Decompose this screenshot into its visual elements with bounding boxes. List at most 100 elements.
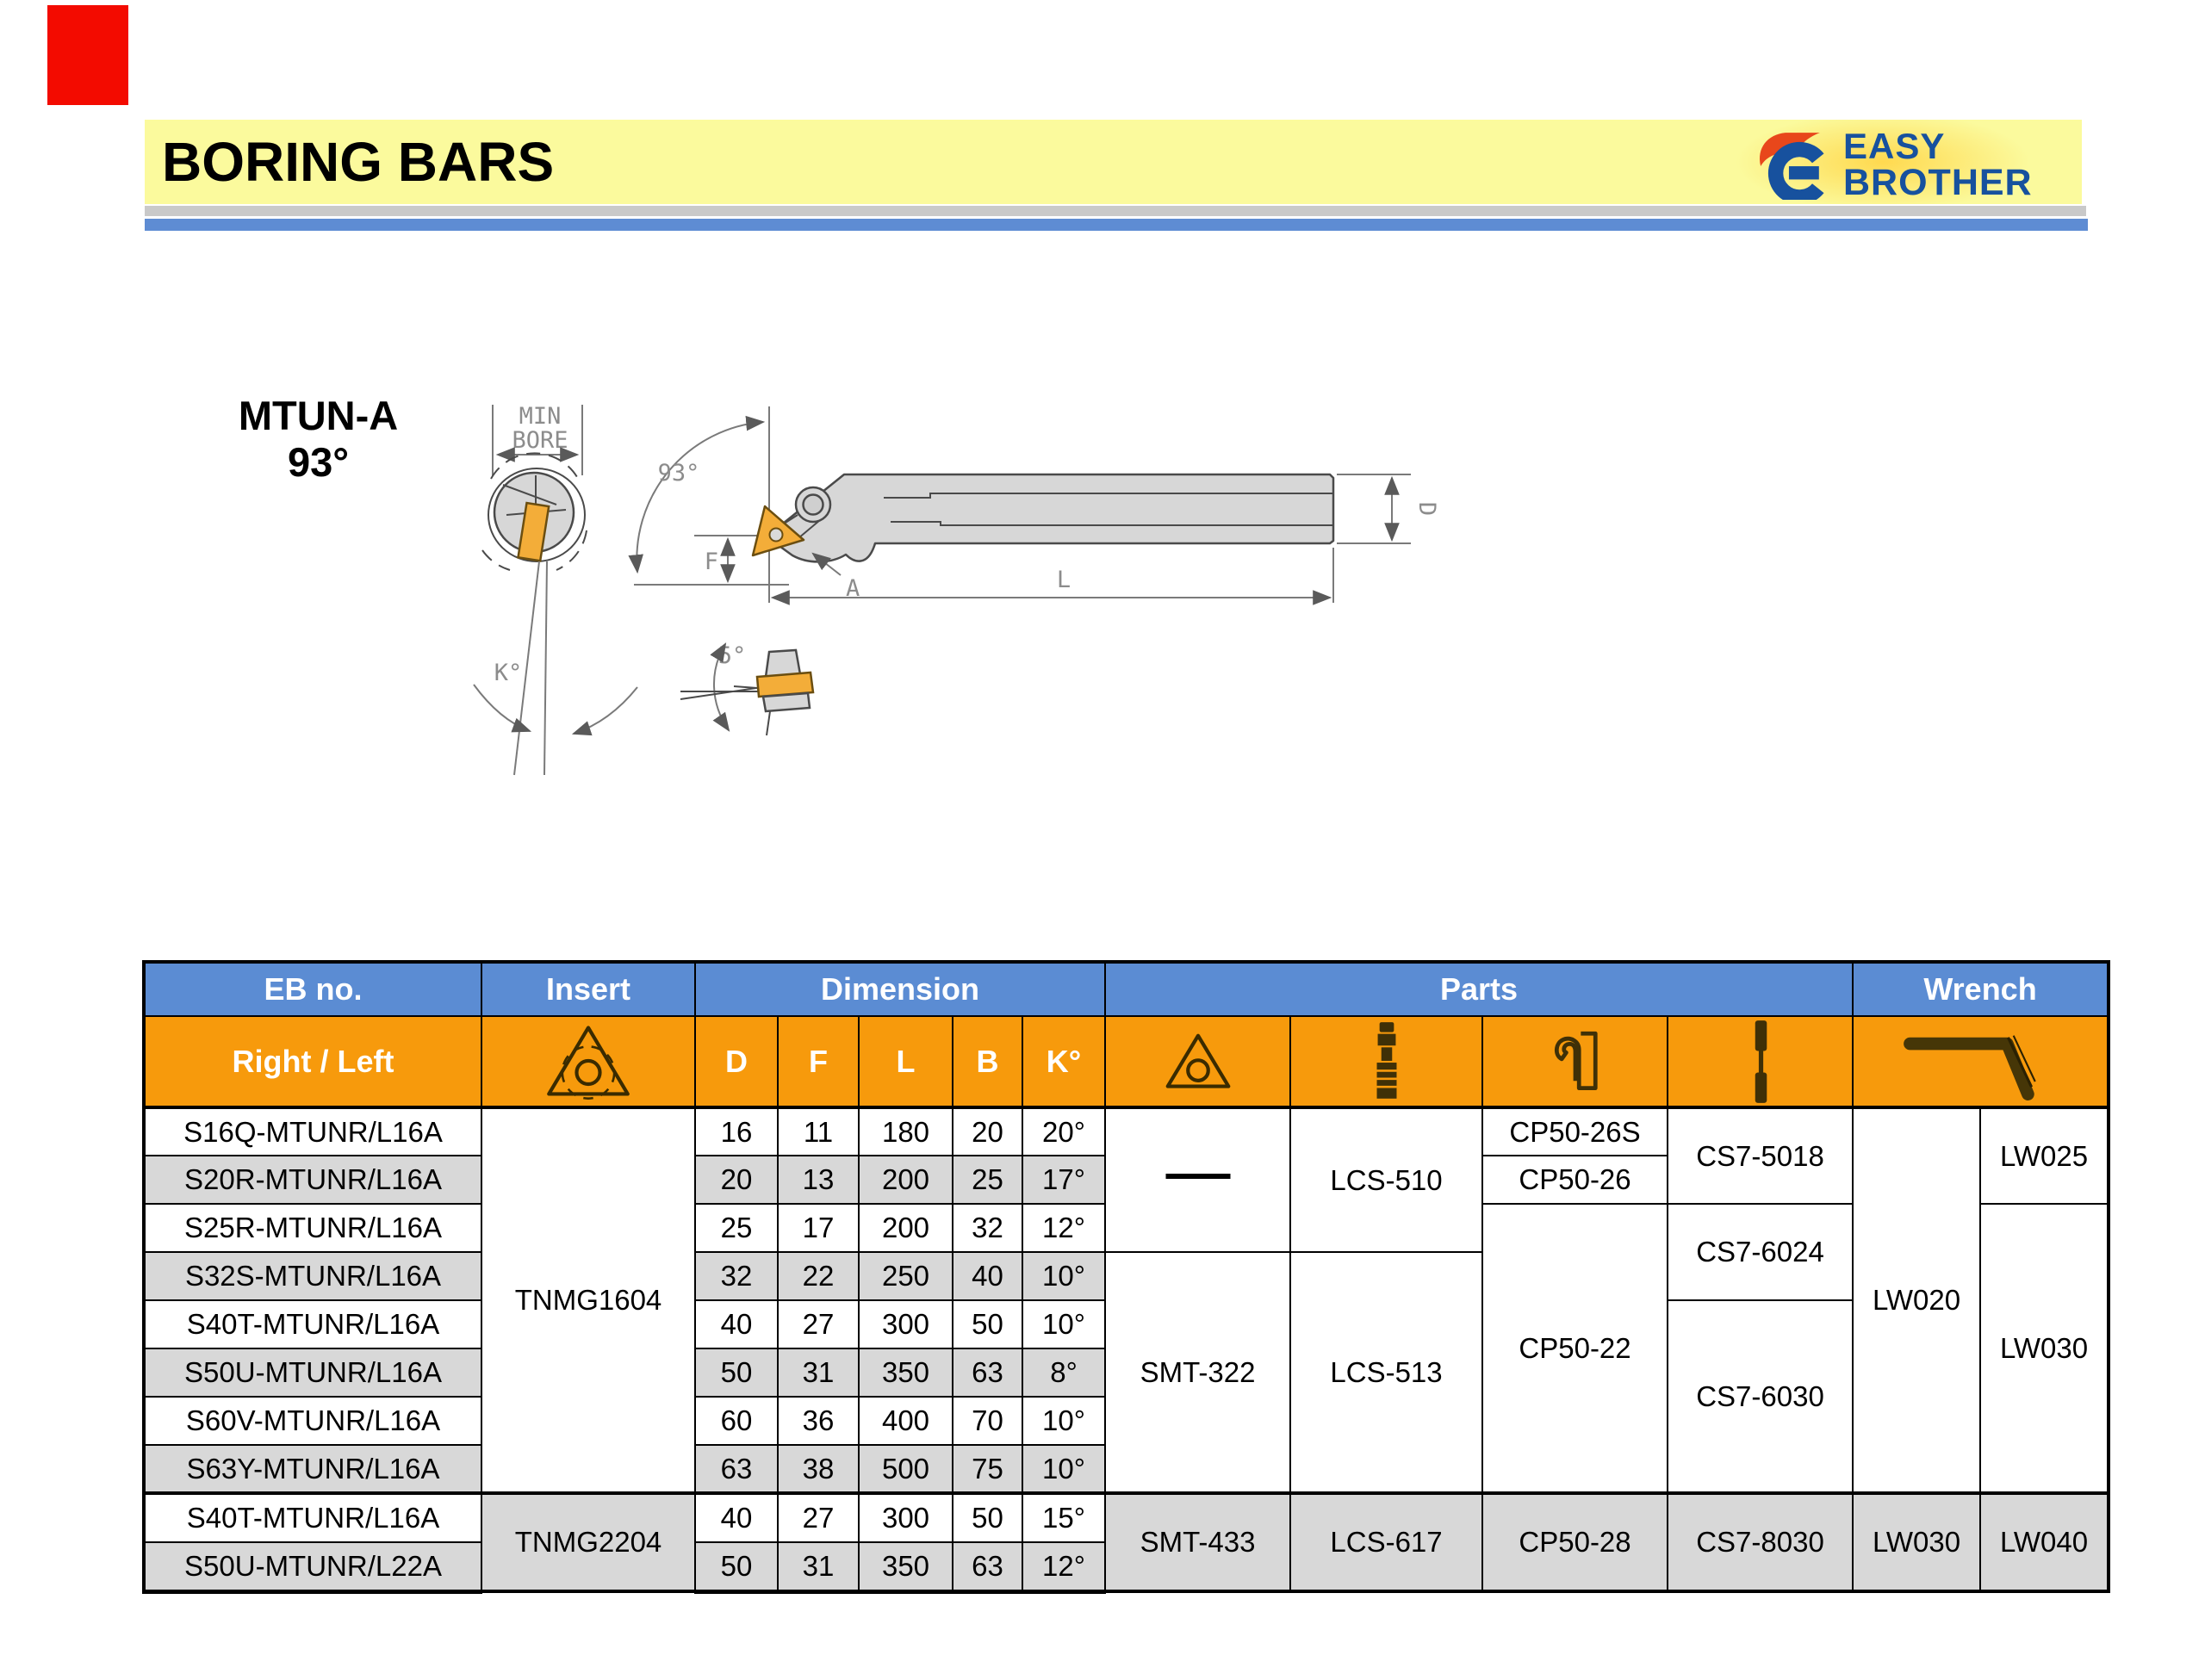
header-right-left: Right / Left [143, 1015, 482, 1109]
dim-k: 10° [1021, 1299, 1107, 1349]
gray-rule [145, 206, 2086, 216]
dim-b: 20 [952, 1107, 1023, 1156]
easy-brother-mark-icon [1760, 133, 1824, 200]
dim-d: 40 [694, 1299, 779, 1349]
dim-b: 25 [952, 1155, 1023, 1205]
insert-cross-section [517, 501, 550, 562]
table-row: S50U-MTUNR/L22A 50 31 350 63 12° [143, 1541, 2109, 1594]
dim-f: 11 [777, 1107, 860, 1156]
eb-number: S32S-MTUNR/L16A [143, 1251, 482, 1301]
dim-f: 31 [777, 1348, 860, 1398]
table-row: S32S-MTUNR/L16A 32 22 250 40 10° SMT-322… [143, 1251, 2109, 1494]
shim-icon-cell [1104, 1015, 1292, 1109]
pin-icon-cell [1667, 1015, 1854, 1109]
page-banner: BORING BARS [145, 120, 2082, 204]
table-row: S25R-MTUNR/L16A 25 17 200 32 12° CP50-22… [143, 1203, 2110, 1494]
header-k: K° [1021, 1015, 1107, 1109]
dim-d: 32 [694, 1251, 779, 1301]
dim-d: 60 [694, 1396, 779, 1446]
eb-number: S63Y-MTUNR/L16A [143, 1444, 482, 1494]
eb-number: S25R-MTUNR/L16A [143, 1203, 482, 1253]
dim-l: 300 [858, 1299, 953, 1349]
dim-l: 200 [858, 1203, 953, 1253]
dim-k: 12° [1021, 1203, 1107, 1253]
dim-d: 25 [694, 1203, 779, 1253]
lead-angle-label: 93° [658, 460, 700, 487]
insert-designation: TNMG1604 [481, 1107, 696, 1494]
wrench-b: LW025 [1979, 1107, 2110, 1205]
table-row: S60V-MTUNR/L16A 60 36 400 70 10° [143, 1396, 2109, 1446]
header-parts: Parts [1104, 961, 1854, 1017]
dim-l: 350 [858, 1348, 953, 1398]
dim-l: 200 [858, 1155, 953, 1205]
header-eb-no: EB no. [143, 961, 482, 1017]
dim-l: 300 [858, 1491, 953, 1543]
min-bore-label-1: MIN [519, 403, 562, 430]
eb-number: S20R-MTUNR/L16A [143, 1155, 482, 1205]
shim-icon [1165, 1033, 1230, 1088]
dim-k: 10° [1021, 1251, 1107, 1301]
dim-b: 63 [952, 1541, 1023, 1594]
dim-k: 10° [1021, 1444, 1107, 1494]
end-view: MIN BORE K° [473, 403, 638, 776]
pin-part: CS7-6030 [1667, 1299, 1854, 1494]
dim-f: 31 [777, 1541, 860, 1594]
table-row: S63Y-MTUNR/L16A 63 38 500 75 10° [143, 1444, 2109, 1494]
dim-d: 40 [694, 1491, 779, 1543]
dim-f: 22 [777, 1251, 860, 1301]
relief-angle-label: 5° [718, 642, 747, 669]
pin-part: CS7-8030 [1667, 1491, 1854, 1592]
model-angle: 93° [287, 439, 350, 485]
header-wrench: Wrench [1852, 961, 2110, 1017]
dim-k: 15° [1021, 1491, 1107, 1543]
brand-word-brother: BROTHER [1843, 162, 2033, 203]
clamp-icon-cell [1481, 1015, 1669, 1109]
dim-d: 50 [694, 1541, 779, 1594]
table-row: S40T-MTUNR/L16A 40 27 300 50 10° CS7-603… [143, 1299, 2109, 1494]
boring-bar-body [775, 473, 1335, 563]
wrench-icon-cell [1852, 1015, 2110, 1109]
header-dimension: Dimension [693, 961, 1107, 1017]
insert-designation: TNMG2204 [481, 1491, 696, 1592]
wrench-b: LW030 [1979, 1203, 2110, 1494]
dim-k: 17° [1021, 1155, 1107, 1205]
hex-key-icon [1904, 1034, 2036, 1100]
dim-l: 250 [858, 1251, 953, 1301]
dim-b: 50 [952, 1299, 1023, 1349]
shim-part: SMT-322 [1104, 1251, 1292, 1494]
header-l: L [858, 1015, 953, 1109]
eb-number: S60V-MTUNR/L16A [143, 1396, 482, 1446]
clamp-part: CP50-26 [1481, 1155, 1669, 1205]
dim-b: 75 [952, 1444, 1023, 1494]
dim-k: 8° [1021, 1348, 1107, 1398]
brand-logo: EASY BROTHER [1755, 122, 2091, 203]
dim-d: 20 [694, 1155, 779, 1205]
dim-d: 16 [694, 1107, 779, 1156]
eb-number: S50U-MTUNR/L22A [143, 1541, 482, 1594]
dim-l: 400 [858, 1396, 953, 1446]
dim-d: 63 [694, 1444, 779, 1494]
blue-rule [145, 219, 2088, 231]
clamp-icon [1554, 1031, 1598, 1090]
clamp-part: CP50-28 [1481, 1491, 1669, 1592]
wrench-a: LW020 [1852, 1107, 1982, 1494]
eb-number: S40T-MTUNR/L16A [143, 1299, 482, 1349]
header-insert: Insert [481, 961, 696, 1017]
clamp-part: CP50-22 [1481, 1203, 1669, 1494]
dim-l: 180 [858, 1107, 953, 1156]
dim-k: 20° [1021, 1107, 1107, 1156]
corner-tab [47, 5, 128, 105]
dim-f: 38 [777, 1444, 860, 1494]
eb-number: S50U-MTUNR/L16A [143, 1348, 482, 1398]
dim-k: 10° [1021, 1396, 1107, 1446]
pin-part: CS7-5018 [1667, 1107, 1854, 1205]
side-view: 93° F A L D [628, 406, 1440, 605]
dim-b: 63 [952, 1348, 1023, 1398]
dim-k: 12° [1021, 1541, 1107, 1594]
pin-icon [1755, 1020, 1767, 1103]
header-f: F [777, 1015, 860, 1109]
dim-d: 50 [694, 1348, 779, 1398]
dim-b: 32 [952, 1203, 1023, 1253]
shim-part: SMT-433 [1104, 1491, 1292, 1592]
